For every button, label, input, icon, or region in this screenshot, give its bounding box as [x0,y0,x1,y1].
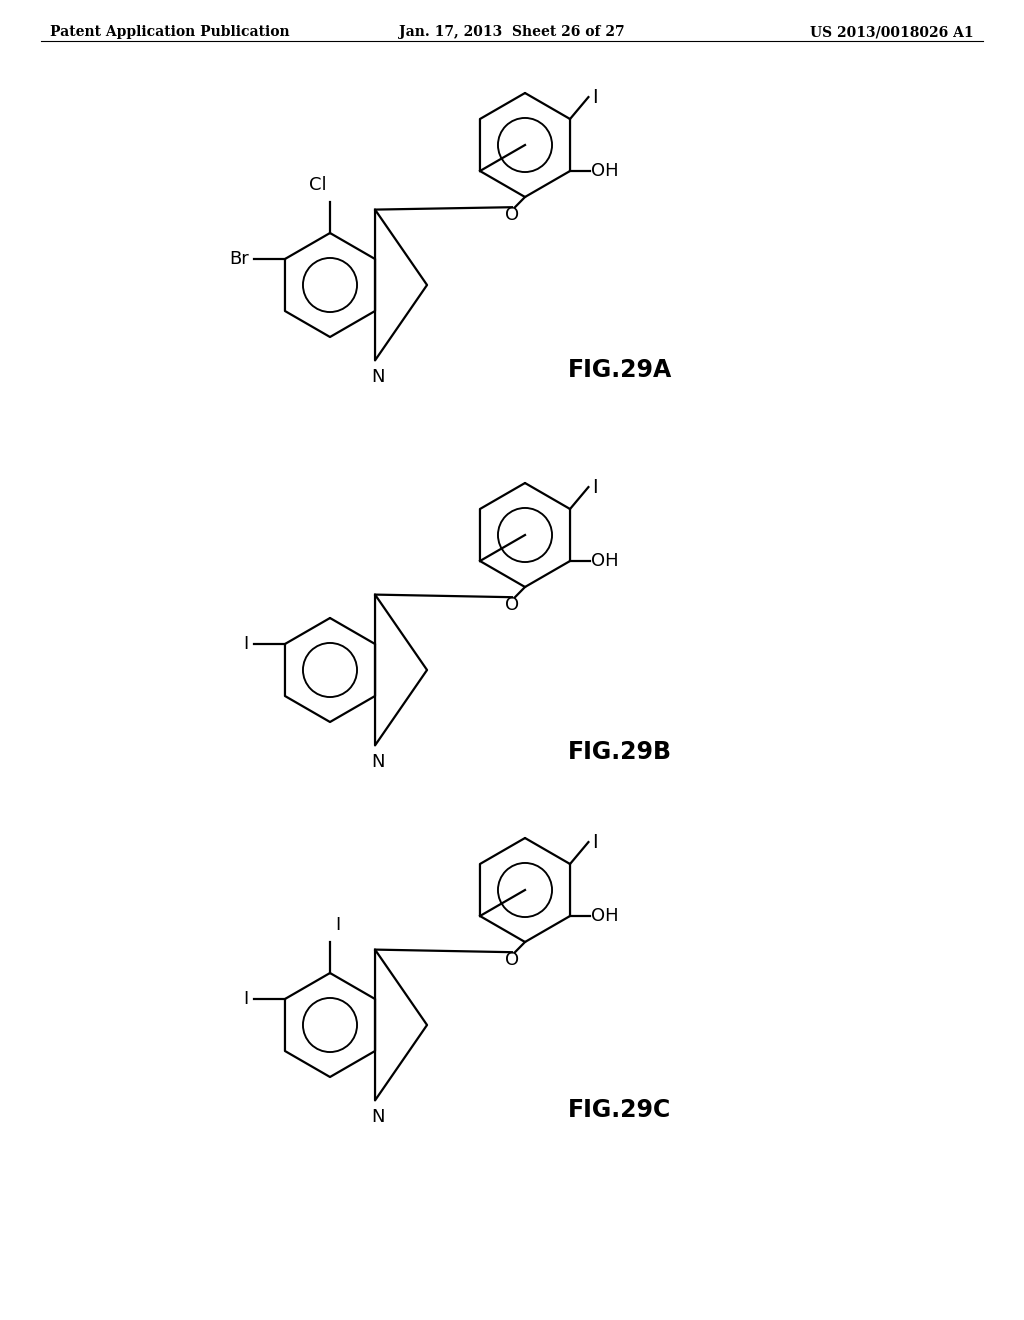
Text: FIG.29C: FIG.29C [568,1098,672,1122]
Text: I: I [335,916,340,933]
Text: O: O [505,952,519,969]
Text: I: I [244,635,249,653]
Text: OH: OH [592,907,620,925]
Text: I: I [593,478,598,496]
Text: N: N [372,368,385,387]
Text: FIG.29A: FIG.29A [568,358,672,381]
Text: US 2013/0018026 A1: US 2013/0018026 A1 [810,25,974,40]
Text: N: N [372,754,385,771]
Text: N: N [372,1109,385,1126]
Text: Br: Br [229,249,249,268]
Text: Patent Application Publication: Patent Application Publication [50,25,290,40]
Text: FIG.29B: FIG.29B [568,741,672,764]
Text: O: O [505,206,519,224]
Text: O: O [505,597,519,614]
Text: Cl: Cl [309,176,327,194]
Text: I: I [244,990,249,1008]
Text: OH: OH [592,162,620,180]
Text: OH: OH [592,552,620,570]
Text: Jan. 17, 2013  Sheet 26 of 27: Jan. 17, 2013 Sheet 26 of 27 [399,25,625,40]
Text: I: I [593,87,598,107]
Text: I: I [593,833,598,851]
